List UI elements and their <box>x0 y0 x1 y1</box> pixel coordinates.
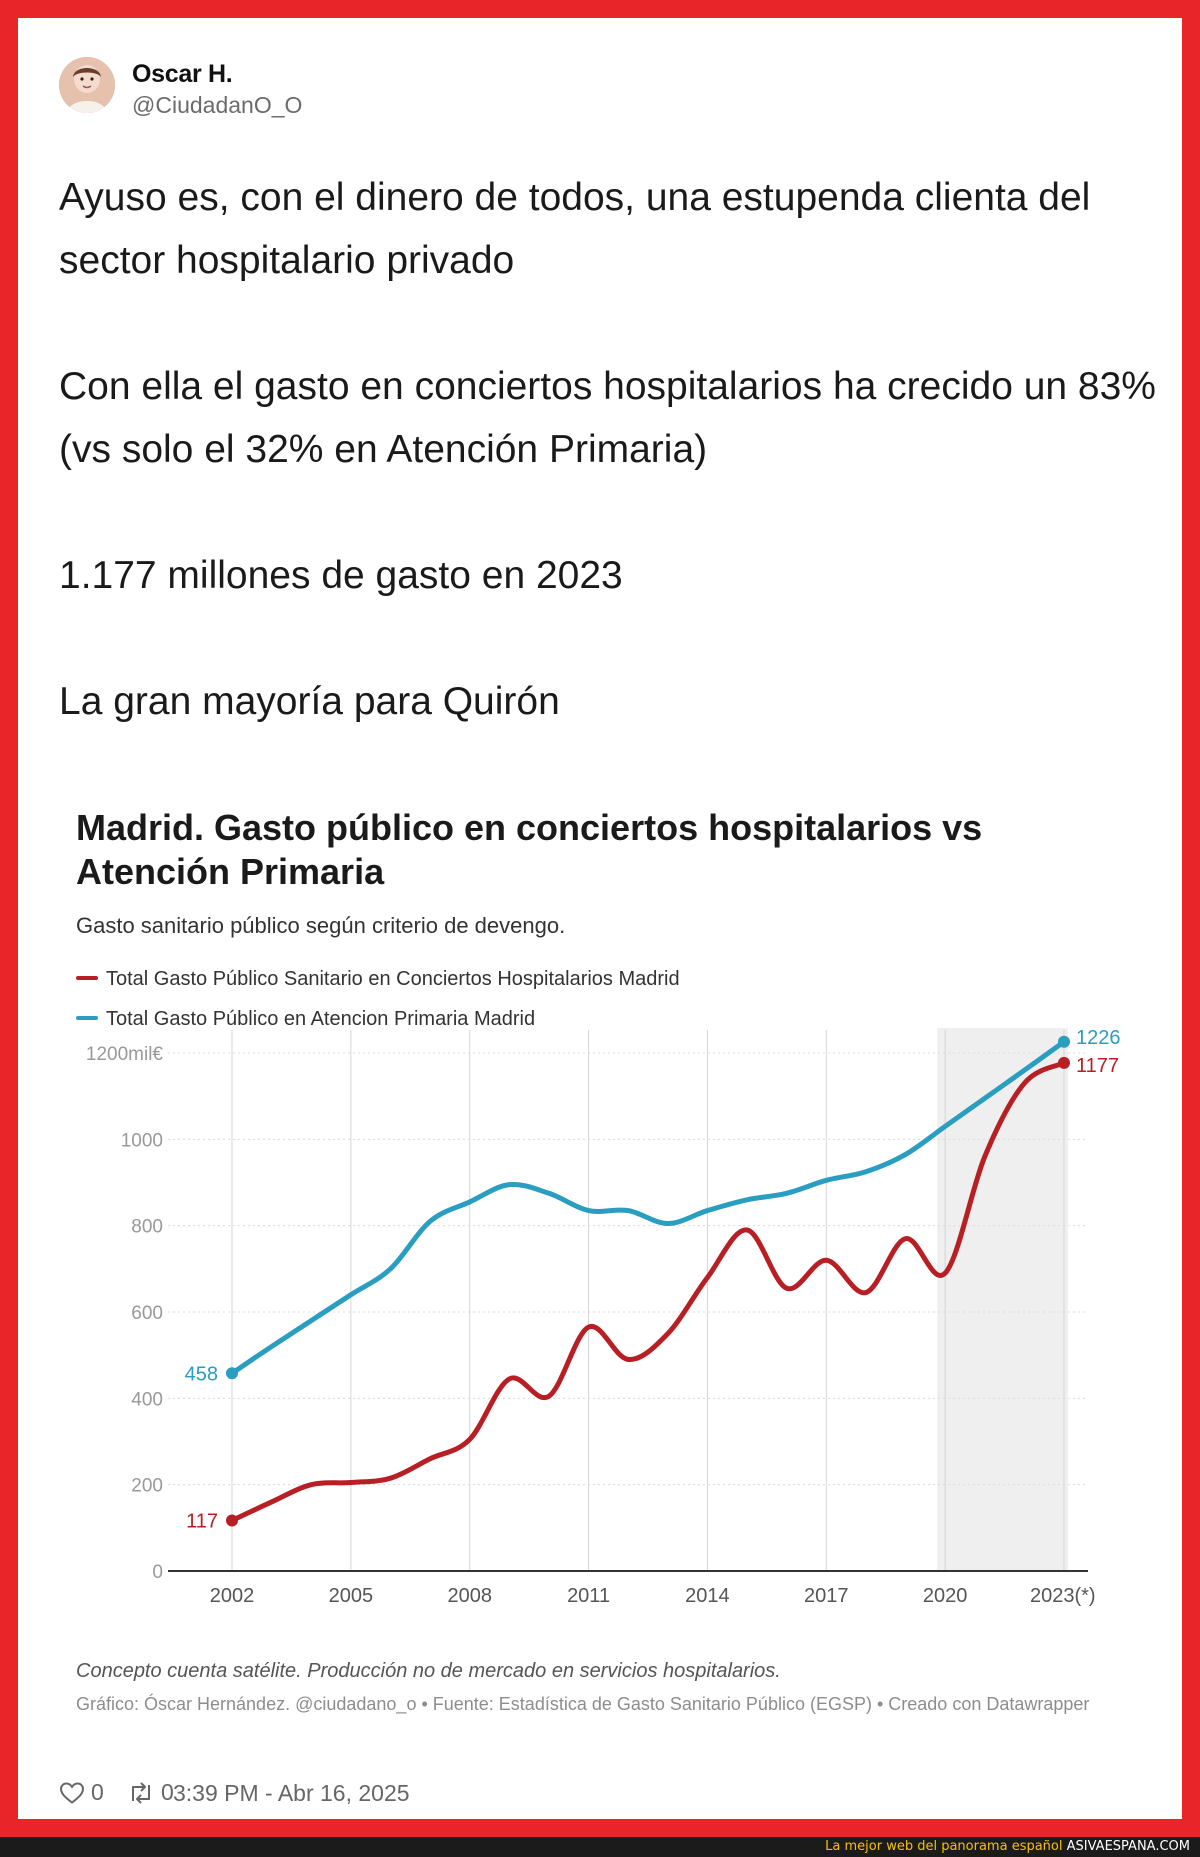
end-value-label: 1177 <box>1076 1055 1119 1077</box>
tweet-card: Oscar H. @CiudadanO_O Ayuso es, con el d… <box>18 18 1182 1819</box>
end-point <box>1058 1035 1070 1048</box>
end-point <box>1058 1056 1070 1069</box>
like-count: 0 <box>91 1779 104 1805</box>
chart-title: Madrid. Gasto público en conciertos hosp… <box>76 807 983 892</box>
retweet-count: 0 <box>161 1779 174 1805</box>
tweet-paragraph: 1.177 millones de gasto en 2023 <box>59 554 623 597</box>
x-tick-label: 2020 <box>923 1585 968 1607</box>
shaded-region <box>937 1028 1068 1571</box>
legend-item-conciertos: Total Gasto Público Sanitario en Concier… <box>76 968 680 991</box>
footer-text: La mejor web del panorama español ASIVAE… <box>825 1839 1190 1854</box>
site-footer: La mejor web del panorama español ASIVAE… <box>0 1837 1200 1857</box>
legend-label: Total Gasto Público en Atencion Primaria… <box>106 1008 536 1030</box>
like-button[interactable]: 0 <box>59 1779 104 1806</box>
x-tick-label: 2005 <box>329 1585 374 1607</box>
tweet-text: Ayuso es, con el dinero de todos, una es… <box>59 166 1159 796</box>
x-tick-label: 2002 <box>210 1585 255 1607</box>
line-chart: 0 200 400 600 800 1000 1200mil€ 2002 2005 2008 201… <box>86 1027 1121 1607</box>
x-tick-label: 2014 <box>685 1585 730 1607</box>
footer-brand[interactable]: ASIVAESPANA.COM <box>1066 1839 1190 1854</box>
tweet-paragraph: La gran mayoría para Quirón <box>59 680 560 723</box>
x-tick-label: 2017 <box>804 1585 849 1607</box>
x-tick-label: 2008 <box>447 1585 492 1607</box>
start-value-label: 117 <box>186 1510 218 1532</box>
heart-icon <box>59 1781 85 1805</box>
chart-note: Concepto cuenta satélite. Producción no … <box>76 1660 781 1682</box>
end-value-label: 1226 <box>1076 1027 1121 1049</box>
series-line-primaria <box>229 1039 1067 1376</box>
timestamp[interactable]: 3:39 PM - Abr 16, 2025 <box>173 1780 410 1806</box>
retweet-button[interactable]: 0 <box>127 1779 174 1806</box>
legend-swatch <box>76 1015 98 1020</box>
series-line-conciertos <box>229 1060 1067 1523</box>
y-tick-label: 1200mil€ <box>86 1044 164 1065</box>
chart-credit: Gráfico: Óscar Hernández. @ciudadano_o •… <box>76 1694 1090 1714</box>
y-tick-label: 600 <box>131 1303 163 1324</box>
y-tick-label: 1000 <box>121 1130 163 1151</box>
user-handle[interactable]: @CiudadanO_O <box>132 92 303 118</box>
y-tick-label: 200 <box>131 1476 163 1497</box>
y-tick-label: 800 <box>131 1217 163 1238</box>
chart-subtitle: Gasto sanitario público según criterio d… <box>76 913 566 938</box>
tweet-paragraph: Ayuso es, con el dinero de todos, una es… <box>59 176 1091 282</box>
user-name[interactable]: Oscar H. <box>132 60 233 88</box>
y-tick-label: 400 <box>131 1389 163 1410</box>
start-value-label: 458 <box>185 1363 218 1385</box>
legend-label: Total Gasto Público Sanitario en Concier… <box>106 968 680 990</box>
avatar[interactable] <box>59 57 115 113</box>
y-tick-label: 0 <box>152 1562 163 1583</box>
tweet-paragraph: Con ella el gasto en conciertos hospital… <box>59 365 1156 471</box>
footer-tagline: La mejor web del panorama español <box>825 1839 1063 1854</box>
start-point <box>226 1514 238 1527</box>
retweet-icon <box>127 1781 155 1805</box>
x-tick-label: 2023(*) <box>1030 1585 1096 1607</box>
legend-swatch <box>76 975 98 980</box>
start-point <box>226 1367 238 1380</box>
x-tick-label: 2011 <box>567 1585 610 1607</box>
legend-item-primaria: Total Gasto Público en Atencion Primaria… <box>76 1008 535 1031</box>
